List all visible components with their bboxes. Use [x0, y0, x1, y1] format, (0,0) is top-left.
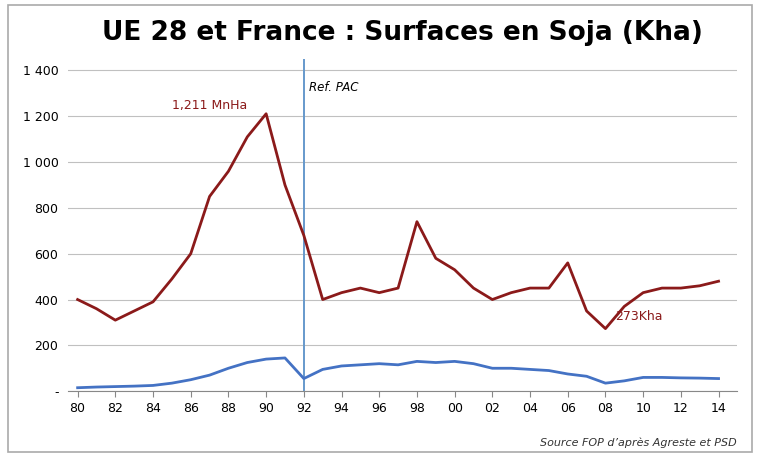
Text: Source FOP d’après Agreste et PSD: Source FOP d’après Agreste et PSD	[540, 437, 737, 448]
Text: Ref. PAC: Ref. PAC	[309, 81, 359, 94]
Title: UE 28 et France : Surfaces en Soja (Kha): UE 28 et France : Surfaces en Soja (Kha)	[103, 20, 703, 46]
Text: 1,211 MnHa: 1,211 MnHa	[172, 100, 247, 112]
Text: 273Kha: 273Kha	[615, 310, 663, 323]
